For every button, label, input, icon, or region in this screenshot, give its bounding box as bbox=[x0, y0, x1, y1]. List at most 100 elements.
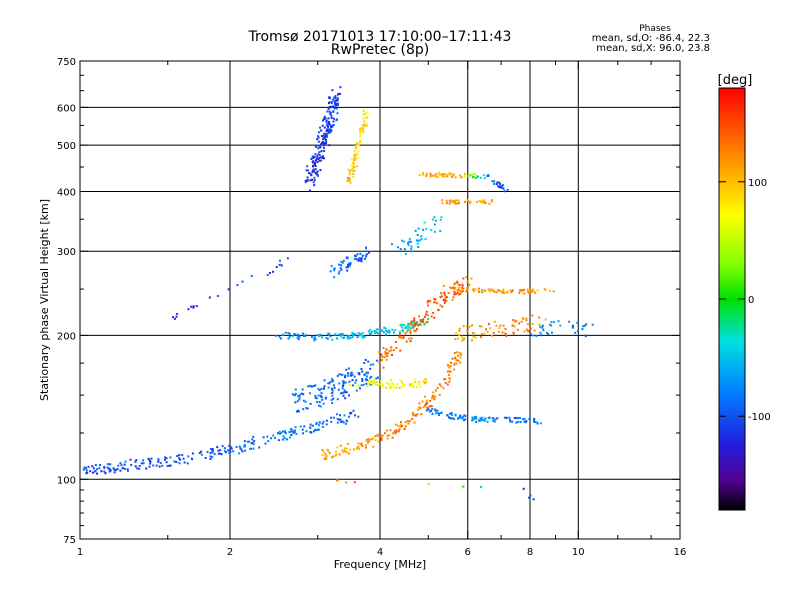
data-point bbox=[219, 449, 222, 451]
data-point bbox=[360, 258, 363, 261]
data-point bbox=[206, 450, 209, 453]
data-point bbox=[359, 130, 362, 132]
data-point bbox=[361, 370, 364, 373]
data-point bbox=[512, 332, 515, 335]
data-point bbox=[307, 385, 310, 388]
data-point bbox=[420, 413, 423, 416]
data-point bbox=[347, 372, 349, 375]
data-point bbox=[386, 355, 389, 358]
data-point bbox=[332, 98, 335, 101]
data-point bbox=[315, 423, 318, 426]
data-point bbox=[392, 386, 395, 389]
data-point bbox=[328, 96, 331, 99]
data-point bbox=[448, 173, 451, 176]
data-point bbox=[378, 361, 381, 364]
data-point bbox=[388, 434, 391, 437]
data-point bbox=[241, 450, 244, 453]
data-point bbox=[341, 333, 344, 335]
data-point bbox=[340, 333, 343, 335]
data-point bbox=[520, 290, 523, 293]
data-point bbox=[421, 321, 424, 324]
data-point bbox=[269, 271, 271, 274]
data-point bbox=[517, 417, 519, 420]
data-point bbox=[445, 296, 448, 299]
data-point bbox=[272, 434, 275, 437]
data-point bbox=[320, 159, 323, 162]
data-point bbox=[340, 392, 343, 395]
data-point bbox=[381, 329, 384, 332]
data-point bbox=[449, 286, 452, 289]
data-point bbox=[478, 200, 481, 203]
data-point bbox=[461, 415, 464, 418]
data-point bbox=[321, 398, 324, 401]
data-point bbox=[298, 398, 301, 401]
data-point bbox=[591, 323, 594, 326]
data-point bbox=[364, 254, 367, 257]
data-point bbox=[403, 428, 406, 431]
data-point bbox=[431, 218, 434, 221]
data-point bbox=[523, 418, 526, 420]
data-point bbox=[330, 100, 333, 103]
data-point bbox=[477, 419, 480, 422]
data-point bbox=[443, 378, 446, 381]
data-point bbox=[434, 395, 437, 398]
data-point bbox=[343, 336, 345, 339]
data-point bbox=[303, 425, 306, 428]
data-point bbox=[372, 445, 375, 448]
data-point bbox=[419, 323, 422, 326]
data-point bbox=[336, 374, 339, 377]
data-point bbox=[192, 305, 195, 308]
data-point bbox=[322, 450, 325, 453]
data-point bbox=[576, 329, 579, 332]
data-point bbox=[430, 409, 433, 412]
data-point bbox=[584, 335, 587, 338]
data-point bbox=[412, 326, 415, 329]
x-axis-label: Frequency [MHz] bbox=[334, 558, 426, 571]
data-point bbox=[362, 127, 365, 130]
data-point bbox=[407, 328, 410, 331]
data-point bbox=[385, 348, 388, 351]
data-point bbox=[331, 389, 334, 392]
data-point bbox=[294, 333, 297, 336]
data-point bbox=[262, 436, 265, 439]
data-point bbox=[317, 153, 320, 156]
data-point bbox=[311, 170, 314, 173]
data-point bbox=[375, 331, 378, 334]
data-point bbox=[342, 391, 345, 394]
data-point bbox=[211, 456, 214, 459]
data-point bbox=[531, 314, 534, 317]
data-point bbox=[343, 414, 346, 417]
data-point bbox=[322, 138, 325, 141]
data-point bbox=[495, 183, 498, 186]
data-point bbox=[296, 400, 299, 403]
data-point bbox=[426, 314, 429, 317]
data-point bbox=[164, 456, 167, 459]
data-point bbox=[341, 449, 343, 452]
data-point bbox=[426, 401, 429, 404]
data-point bbox=[458, 329, 461, 332]
data-point bbox=[419, 385, 422, 388]
data-point bbox=[525, 328, 528, 331]
data-point bbox=[355, 158, 358, 161]
data-point bbox=[349, 262, 352, 264]
data-point bbox=[316, 174, 319, 177]
data-point bbox=[437, 175, 440, 178]
data-point bbox=[107, 467, 110, 470]
data-point bbox=[280, 432, 283, 434]
data-point bbox=[509, 289, 512, 292]
data-point bbox=[403, 248, 406, 251]
data-point bbox=[339, 444, 342, 447]
data-point bbox=[576, 321, 579, 324]
data-point bbox=[438, 413, 440, 416]
data-point bbox=[479, 176, 482, 179]
data-point bbox=[354, 157, 357, 160]
data-point bbox=[355, 146, 358, 149]
data-point bbox=[176, 313, 179, 315]
data-point bbox=[377, 376, 379, 379]
data-point bbox=[306, 407, 309, 410]
data-point bbox=[252, 443, 255, 445]
data-point bbox=[433, 316, 436, 319]
data-point bbox=[113, 468, 115, 471]
data-point bbox=[365, 255, 368, 258]
data-point bbox=[522, 487, 525, 490]
